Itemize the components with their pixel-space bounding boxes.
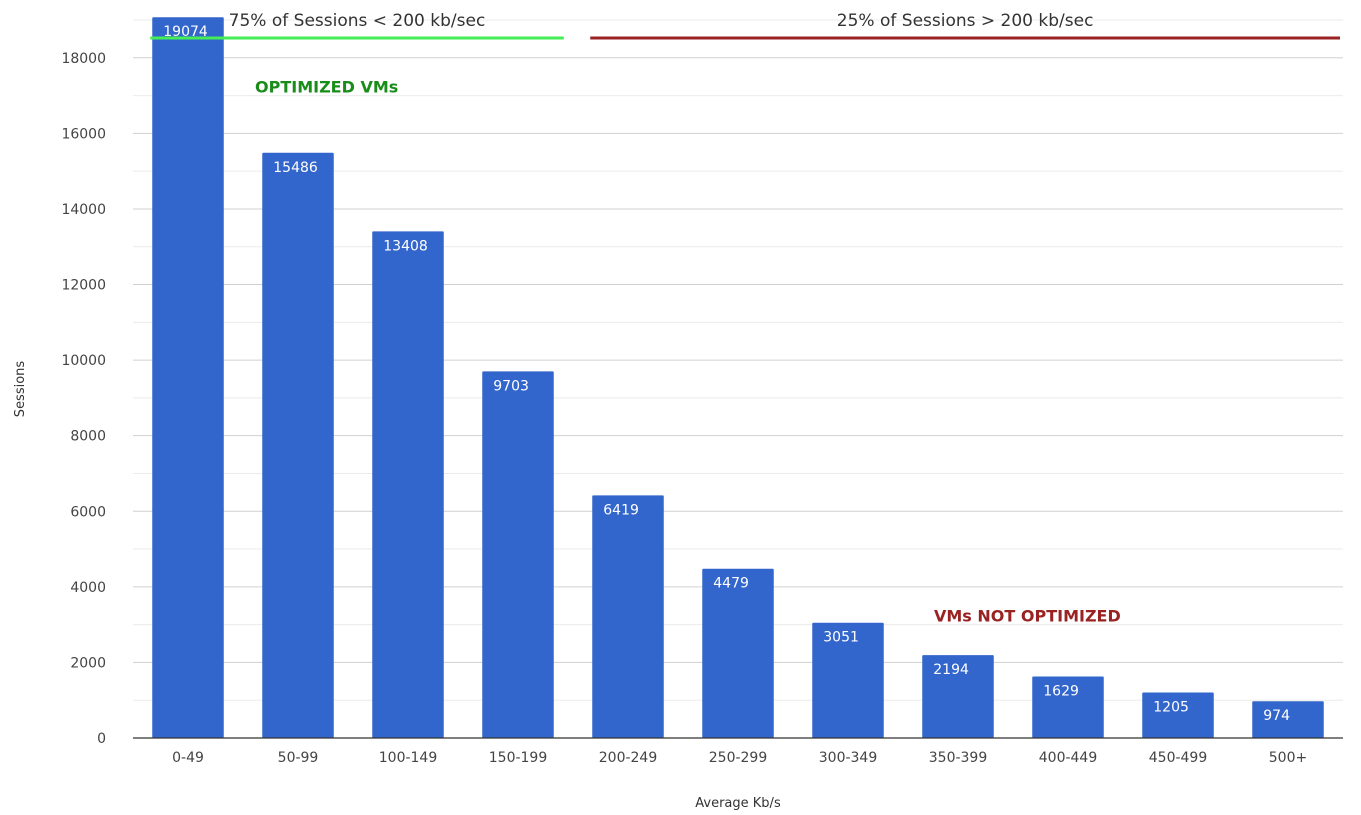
range-annotations: 75% of Sessions < 200 kb/sec 25% of Sessi…	[150, 11, 1340, 40]
y-tick-label: 6000	[70, 504, 106, 520]
y-tick-label: 12000	[61, 278, 106, 294]
callout-label: VMs NOT OPTIMIZED	[934, 607, 1121, 626]
bar-data-labels: 19074 15486 13408 9703 6419 4479 3051 2194 1629 1…	[163, 24, 1290, 724]
bar-data-label: 1205	[1153, 699, 1189, 715]
x-tick-label: 150-199	[489, 750, 548, 766]
bars	[152, 17, 1324, 739]
x-tick-label: 200-249	[599, 750, 658, 766]
bar	[1142, 692, 1214, 738]
bar	[372, 231, 444, 739]
bar-data-label: 3051	[823, 630, 859, 646]
range-label: 75% of Sessions < 200 kb/sec	[229, 11, 486, 31]
bar-data-label: 13408	[383, 238, 428, 254]
range-label: 25% of Sessions > 200 kb/sec	[837, 11, 1094, 31]
bar	[152, 17, 224, 739]
bar	[922, 655, 994, 738]
bar-data-label: 2194	[933, 662, 969, 678]
bar-data-label: 6419	[603, 502, 639, 518]
y-tick-label: 0	[97, 731, 106, 747]
bar	[1032, 676, 1104, 738]
bar	[1252, 701, 1324, 738]
x-tick-label: 350-399	[929, 750, 988, 766]
bar-data-label: 4479	[713, 576, 749, 592]
bar-data-label: 9703	[493, 378, 529, 394]
y-axis-title: Sessions	[13, 361, 28, 418]
x-axis-title: Average Kb/s	[695, 796, 781, 811]
x-tick-label: 50-99	[278, 750, 319, 766]
bar	[262, 152, 334, 738]
y-tick-label: 4000	[70, 580, 106, 596]
bar	[482, 371, 554, 738]
y-tick-label: 14000	[61, 202, 106, 218]
bar-data-label: 974	[1263, 708, 1290, 724]
bar-data-label: 1629	[1043, 683, 1079, 699]
x-tick-label: 400-449	[1039, 750, 1098, 766]
bar	[592, 495, 664, 738]
gridlines	[133, 19, 1343, 701]
y-tick-label: 10000	[61, 353, 106, 369]
x-tick-label: 450-499	[1149, 750, 1208, 766]
x-axis-ticks: 0-49 50-99 100-149 150-199 200-249 250-299 300…	[172, 750, 1307, 766]
y-tick-label: 2000	[70, 655, 106, 671]
bar-data-label: 15486	[273, 160, 318, 176]
callout-label: OPTIMIZED VMs	[255, 78, 398, 97]
bar-data-label: 19074	[163, 24, 208, 40]
x-tick-label: 100-149	[379, 750, 438, 766]
x-tick-label: 0-49	[172, 750, 204, 766]
x-tick-label: 500+	[1269, 750, 1307, 766]
x-tick-label: 250-299	[709, 750, 768, 766]
bar	[702, 568, 774, 738]
y-tick-label: 8000	[70, 429, 106, 445]
y-tick-label: 18000	[61, 51, 106, 67]
y-tick-label: 16000	[61, 126, 106, 142]
y-axis-ticks: 0 2000 4000 6000 8000 10000 12000 14000 16000 180…	[61, 51, 106, 747]
bar	[812, 622, 884, 738]
x-tick-label: 300-349	[819, 750, 878, 766]
callout-annotations: OPTIMIZED VMs VMs NOT OPTIMIZED	[255, 78, 1121, 626]
